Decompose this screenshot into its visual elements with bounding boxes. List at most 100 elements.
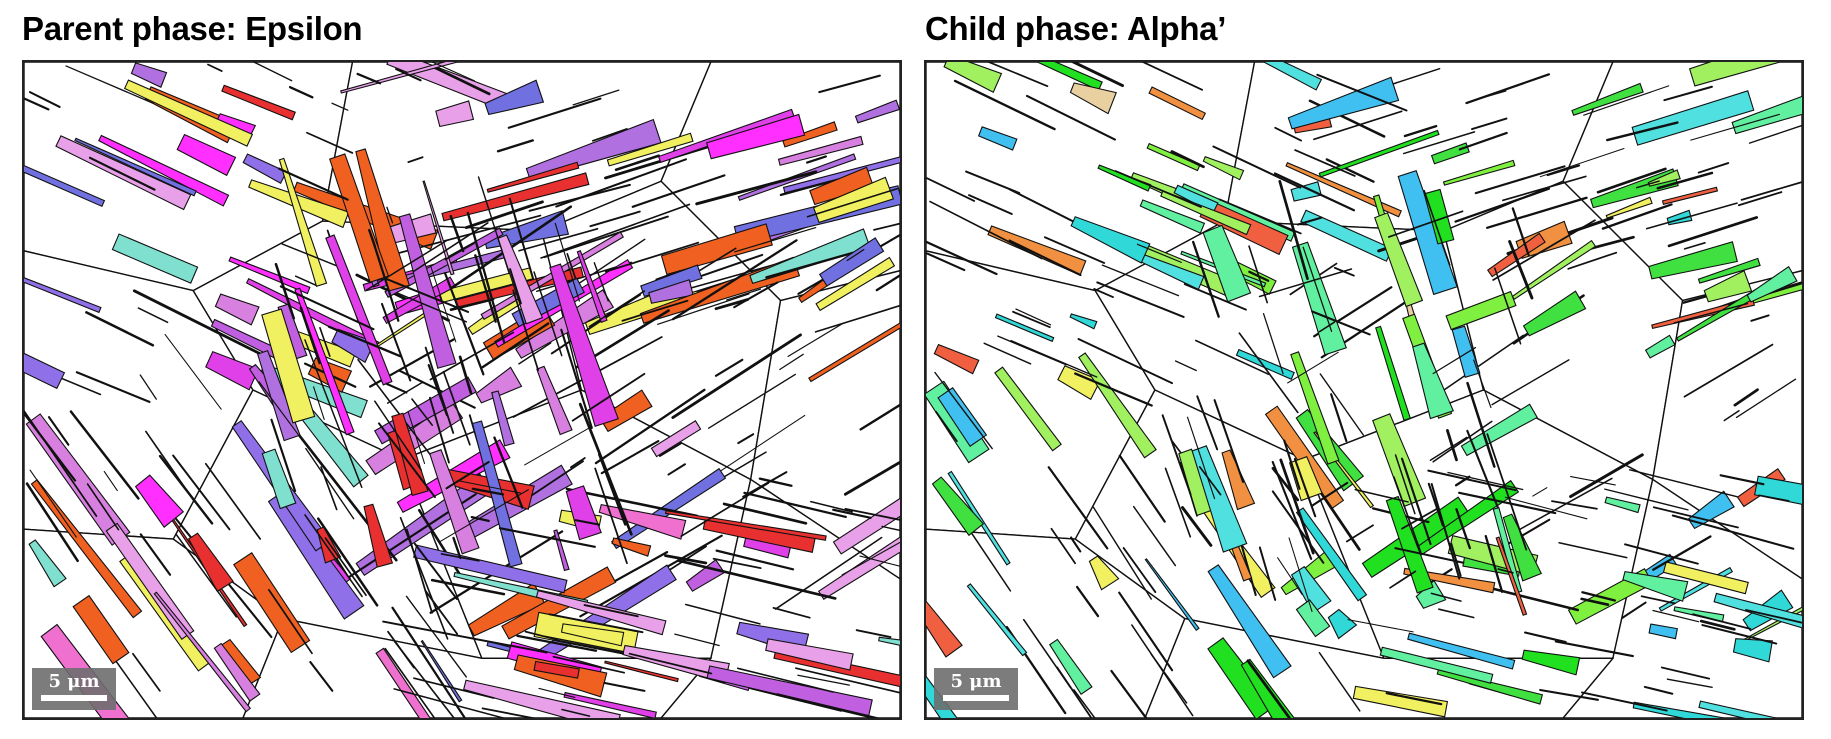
lath-trace [1170,150,1205,169]
needle-trace [1294,149,1356,177]
needle-trace [560,328,593,429]
grain-lath [549,263,619,427]
grain-lath [576,250,608,324]
needle-trace [407,411,426,465]
needle-trace [320,466,338,511]
grain-lath [1295,507,1368,602]
needle-trace [1354,488,1409,503]
grain-lath [943,62,1003,93]
needle-trace [667,463,686,476]
needle-trace [684,603,761,625]
grain-lath [1070,216,1151,264]
grain-lath [435,100,475,128]
grain-lath [533,660,580,679]
needle-trace [1438,608,1475,619]
grain-lath [565,485,602,541]
needle-trace [204,462,262,540]
grain-lath [536,365,573,436]
lath-trace [28,91,61,108]
needle-trace [481,707,538,718]
needle-trace [583,604,639,618]
needle-trace [696,284,720,293]
needle-trace [438,489,529,543]
needle-trace [1288,537,1313,613]
grain-lath [153,591,252,713]
lath-trace [926,240,998,276]
grain-lath [484,79,545,116]
needle-trace [734,226,817,253]
needle-trace [1502,175,1587,202]
grain-lath [463,679,621,718]
needle-trace [881,525,900,532]
needle-trace [1047,466,1109,550]
alpha-prime-orientation-map: 5 μm [924,60,1804,720]
grain-lath [966,583,1028,657]
needle-trace [1524,631,1567,644]
lath-trace [1699,619,1736,631]
grain-lath [1069,313,1098,330]
needle-trace [327,325,403,358]
needle-trace [593,262,609,302]
grain-lath [1412,342,1455,420]
needle-trace [1101,264,1180,297]
lath-trace [1663,85,1713,102]
needle-trace [1319,373,1364,436]
grain-lath [1144,558,1200,632]
lath-trace [1181,506,1213,547]
needle-trace [655,270,681,281]
grain-lath [987,225,1087,276]
lath-trace [1539,688,1599,701]
needle-trace [1212,145,1302,189]
needle-trace [1403,124,1438,138]
lath-trace [578,402,633,536]
grain-lath [1460,403,1538,457]
needle-trace [88,156,156,191]
lath-trace [69,410,140,500]
needle-trace [1283,439,1301,490]
grain-lath [947,470,1011,566]
needle-trace [1624,543,1699,565]
needle-trace [507,97,602,129]
needle-trace [1532,487,1548,497]
grain-lath [1374,212,1424,308]
needle-trace [356,72,382,85]
needle-trace [1174,360,1197,372]
lath-trace [548,613,644,634]
needle-trace [1402,131,1476,155]
lath-trace [722,502,808,525]
scale-bar-label: 5 μm [950,671,1002,692]
grain-lath [1202,156,1245,181]
needle-trace [1012,310,1051,329]
grain-lath [1571,82,1644,116]
needle-trace [1423,189,1451,266]
lath-trace [304,339,363,489]
lath-trace [172,454,231,531]
grain-lath [1522,290,1587,337]
needle-trace [1673,302,1749,324]
grain-lath [782,156,900,194]
needle-trace [1474,165,1566,195]
lath-trace [1440,334,1525,393]
grain-lath [611,537,652,557]
grain-lath [1732,638,1773,663]
lath-trace [1514,477,1613,533]
lath-trace [518,342,552,365]
grain-lath [413,544,568,594]
needle-trace [1258,546,1277,601]
lath-trace [391,606,467,718]
lath-trace [1246,659,1292,718]
grain-lath [1713,592,1802,629]
needle-trace [997,335,1067,366]
needle-trace [1635,180,1660,189]
needle-trace [405,595,467,678]
needle-trace [1074,372,1153,407]
lath-trace [1466,381,1496,468]
needle-trace [258,381,301,437]
grain-lath [486,161,580,193]
lath-trace [1551,500,1598,510]
grain-lath [1436,668,1544,705]
needle-trace [1429,436,1468,461]
needle-trace [1118,591,1174,672]
needle-trace [736,667,834,693]
grain-lath [1235,348,1295,380]
